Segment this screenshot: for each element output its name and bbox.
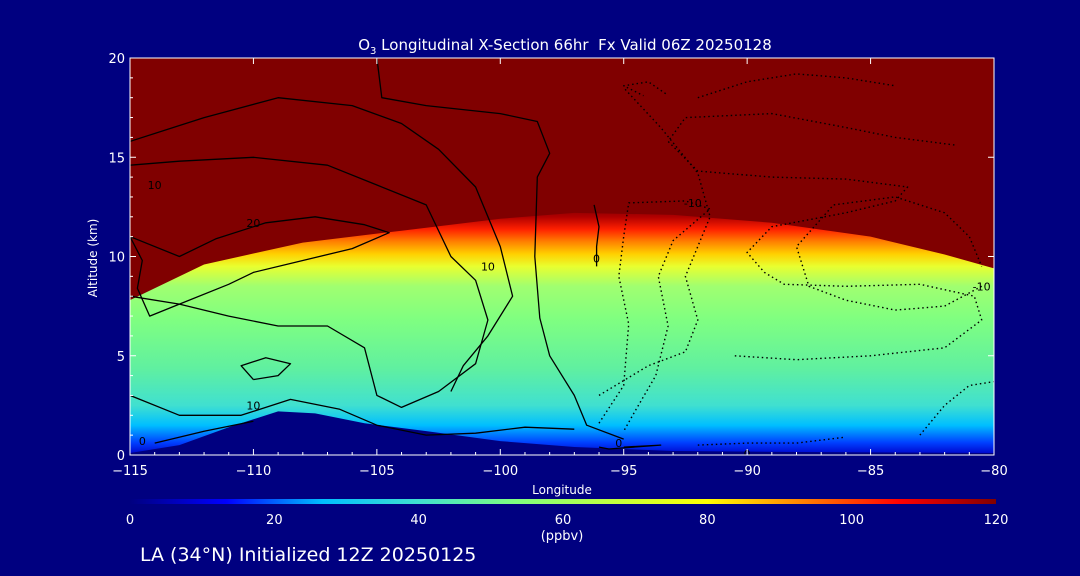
contour-line-neg20: [667, 112, 983, 361]
contour-line-0: [598, 444, 662, 450]
contour-label: 10: [246, 399, 260, 412]
contour-line-10: [130, 394, 575, 436]
x-tick-label: −100: [482, 464, 518, 479]
contour-lines: [130, 58, 994, 450]
contour-label: 0: [593, 252, 600, 265]
contour-line-0: [154, 420, 254, 444]
contour-label: -10: [973, 280, 991, 293]
x-axis-label: Longitude: [532, 483, 592, 497]
contour-line-10: [130, 156, 489, 409]
terrain: [130, 411, 994, 455]
colorbar-tick-label: 120: [984, 513, 1009, 528]
x-tick-label: −110: [236, 464, 272, 479]
contour-line-0: [598, 87, 711, 396]
contour-label: 0: [139, 435, 146, 448]
x-tick-label: −105: [359, 464, 395, 479]
x-tick-label: −80: [980, 464, 1007, 479]
colorbar-tick-label: 20: [266, 513, 283, 528]
contour-line-0: [623, 81, 667, 97]
contour-label: 0: [615, 437, 622, 450]
colorbar-tick-label: 60: [555, 513, 572, 528]
colorbar-tick-label: 100: [839, 513, 864, 528]
contour-line-10: [240, 357, 292, 381]
y-tick-label: 0: [117, 449, 125, 464]
chart-title: O3 Longitudinal X-Section 66hr Fx Valid …: [358, 36, 772, 57]
colorbar-tick-label: 0: [126, 513, 134, 528]
contour-label: 20: [246, 217, 260, 230]
y-tick-label: 5: [117, 350, 125, 365]
x-tick-label: −115: [112, 464, 148, 479]
contour-line-0: [919, 380, 994, 436]
contour-label: 10: [481, 260, 495, 273]
y-tick-label: 20: [108, 52, 125, 67]
colorbar-ticks: 0 20 40 60 80 100 120: [126, 513, 1009, 528]
x-axis: −115 −110 −105 −100 −95 −90 −85 −80: [112, 58, 1008, 479]
colorbar-unit-label: (ppbv): [541, 529, 584, 544]
contour-line-0: [593, 204, 600, 267]
y-axis: 0 5 10 15 20: [108, 52, 994, 464]
x-tick-label: −90: [733, 464, 760, 479]
contour-line-10: [130, 97, 514, 392]
colorbar-tick-label: 40: [410, 513, 427, 528]
contour-label: -10: [684, 197, 702, 210]
y-axis-label: Altitude (km): [86, 219, 100, 298]
contour-line-0: [376, 58, 624, 440]
colorbar-tick-label: 80: [699, 513, 716, 528]
contour-label: 10: [148, 179, 162, 192]
colorbar-gradient: [130, 499, 996, 504]
colorbar: 0 20 40 60 80 100 120 (ppbv): [126, 499, 1009, 544]
y-tick-label: 10: [108, 251, 125, 266]
x-tick-label: −95: [610, 464, 637, 479]
footer-initialization-text: LA (34°N) Initialized 12Z 20250125: [140, 544, 476, 566]
x-tick-label: −85: [857, 464, 884, 479]
stratospheric-ozone-region: [130, 58, 994, 301]
contour-line-20: [130, 216, 390, 317]
y-tick-label: 15: [108, 151, 125, 166]
